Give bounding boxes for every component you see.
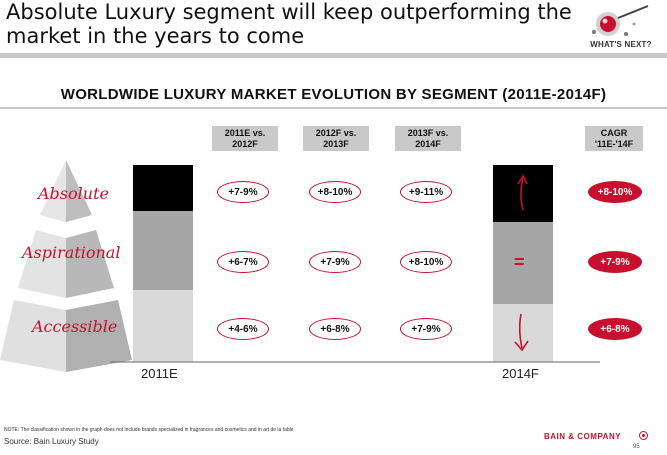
col-header-2012-2013: 2012F vs. 2013F — [303, 126, 369, 151]
bar-2011-absolute — [133, 165, 193, 211]
segment-label-absolute: Absolute — [38, 184, 109, 203]
col-header-2011-2012: 2011E vs. 2012F — [212, 126, 278, 151]
growth-absolute-2012: +7-9% — [217, 181, 269, 203]
bar-label-2011: 2011E — [141, 366, 178, 381]
growth-absolute-2014: +9-11% — [400, 181, 452, 203]
col-header-line: 2012F vs. — [315, 128, 357, 138]
footnote: NOTE: The classification shown in the gr… — [4, 427, 294, 433]
col-header-2013-2014: 2013F vs. 2014F — [395, 126, 461, 151]
cagr-absolute: +8-10% — [588, 181, 642, 203]
growth-absolute-2013: +8-10% — [309, 181, 361, 203]
chart-title-divider — [0, 107, 667, 109]
col-header-line: CAGR — [600, 128, 628, 138]
col-header-cagr: CAGR '11E-'14F — [585, 126, 643, 151]
logo-text: WHAT'S NEXT? — [590, 40, 652, 49]
arrow-down-icon — [514, 313, 529, 352]
bar-2014-accessible — [493, 304, 553, 362]
bar-label-2014: 2014F — [502, 366, 539, 381]
growth-aspirational-2012: +6-7% — [217, 251, 269, 273]
growth-accessible-2013: +6-8% — [309, 318, 361, 340]
page-number: 95 — [633, 444, 640, 450]
bar-2011-aspirational — [133, 211, 193, 290]
bar-2011-accessible — [133, 290, 193, 362]
col-header-line: 2011E vs. — [224, 128, 266, 138]
segment-label-accessible: Accessible — [32, 317, 118, 336]
logo-icon — [592, 5, 649, 36]
col-header-line: 2013F — [323, 139, 349, 149]
col-header-line: 2013F vs. — [407, 128, 449, 138]
growth-accessible-2014: +7-9% — [400, 318, 452, 340]
company-logo-icon — [639, 431, 648, 440]
cagr-aspirational: +7-9% — [588, 251, 642, 273]
segment-label-aspirational: Aspirational — [22, 243, 121, 262]
col-header-line: '11E-'14F — [594, 139, 634, 149]
growth-accessible-2012: +4-6% — [217, 318, 269, 340]
col-header-line: 2012F — [232, 139, 258, 149]
title-divider — [0, 53, 667, 58]
cagr-accessible: +6-8% — [588, 318, 642, 340]
pyramid-graphic — [0, 160, 132, 372]
chart-title: WORLDWIDE LUXURY MARKET EVOLUTION BY SEG… — [60, 86, 607, 103]
bar-2014-absolute — [493, 165, 553, 222]
source-text: Source: Bain Luxury Study — [4, 437, 99, 446]
trend-equal: = — [514, 252, 525, 272]
growth-aspirational-2013: +7-9% — [309, 251, 361, 273]
arrow-up-icon — [517, 174, 528, 211]
col-header-line: 2014F — [415, 139, 441, 149]
slide-title: Absolute Luxury segment will keep outper… — [6, 0, 572, 48]
growth-aspirational-2014: +8-10% — [400, 251, 452, 273]
company-name: BAIN & COMPANY — [544, 432, 622, 441]
